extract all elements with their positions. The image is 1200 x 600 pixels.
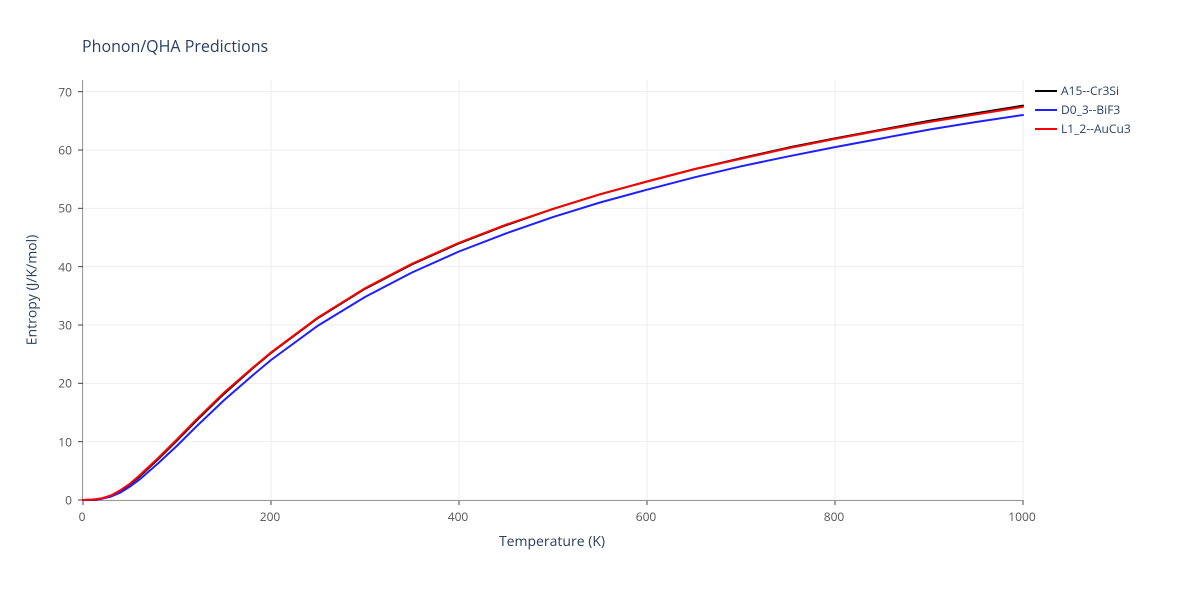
- legend-swatch: [1035, 128, 1057, 130]
- legend-label: D0_3--BiF3: [1061, 101, 1120, 118]
- y-tick-label: 60: [58, 142, 72, 159]
- chart-container: Phonon/QHA Predictions Temperature (K) E…: [0, 0, 1200, 600]
- legend: A15--Cr3Si D0_3--BiF3 L1_2--AuCu3: [1035, 82, 1131, 139]
- x-tick-label: 400: [448, 508, 469, 525]
- x-tick-label: 0: [79, 508, 86, 525]
- chart-title: Phonon/QHA Predictions: [82, 35, 268, 57]
- legend-item[interactable]: D0_3--BiF3: [1035, 101, 1131, 118]
- y-tick-label: 40: [58, 258, 72, 275]
- x-tick-label: 800: [824, 508, 845, 525]
- y-tick-label: 0: [65, 492, 72, 509]
- legend-swatch: [1035, 109, 1057, 111]
- y-tick-label: 50: [58, 200, 72, 217]
- legend-label: L1_2--AuCu3: [1061, 120, 1131, 137]
- plot-area: [82, 80, 1023, 501]
- y-axis-label: Entropy (J/K/mol): [23, 235, 42, 346]
- series-line: [83, 107, 1023, 500]
- legend-swatch: [1035, 90, 1057, 92]
- plot-svg: [83, 80, 1023, 500]
- legend-label: A15--Cr3Si: [1061, 82, 1119, 99]
- x-axis-label: Temperature (K): [499, 532, 605, 551]
- x-tick-label: 1000: [1008, 508, 1035, 525]
- legend-item[interactable]: L1_2--AuCu3: [1035, 120, 1131, 137]
- y-tick-label: 70: [58, 83, 72, 100]
- y-tick-label: 30: [58, 317, 72, 334]
- series-line: [83, 115, 1023, 500]
- x-tick-label: 200: [260, 508, 281, 525]
- series-line: [83, 106, 1023, 500]
- y-tick-label: 10: [58, 433, 72, 450]
- x-tick-label: 600: [636, 508, 657, 525]
- y-tick-label: 20: [58, 375, 72, 392]
- legend-item[interactable]: A15--Cr3Si: [1035, 82, 1131, 99]
